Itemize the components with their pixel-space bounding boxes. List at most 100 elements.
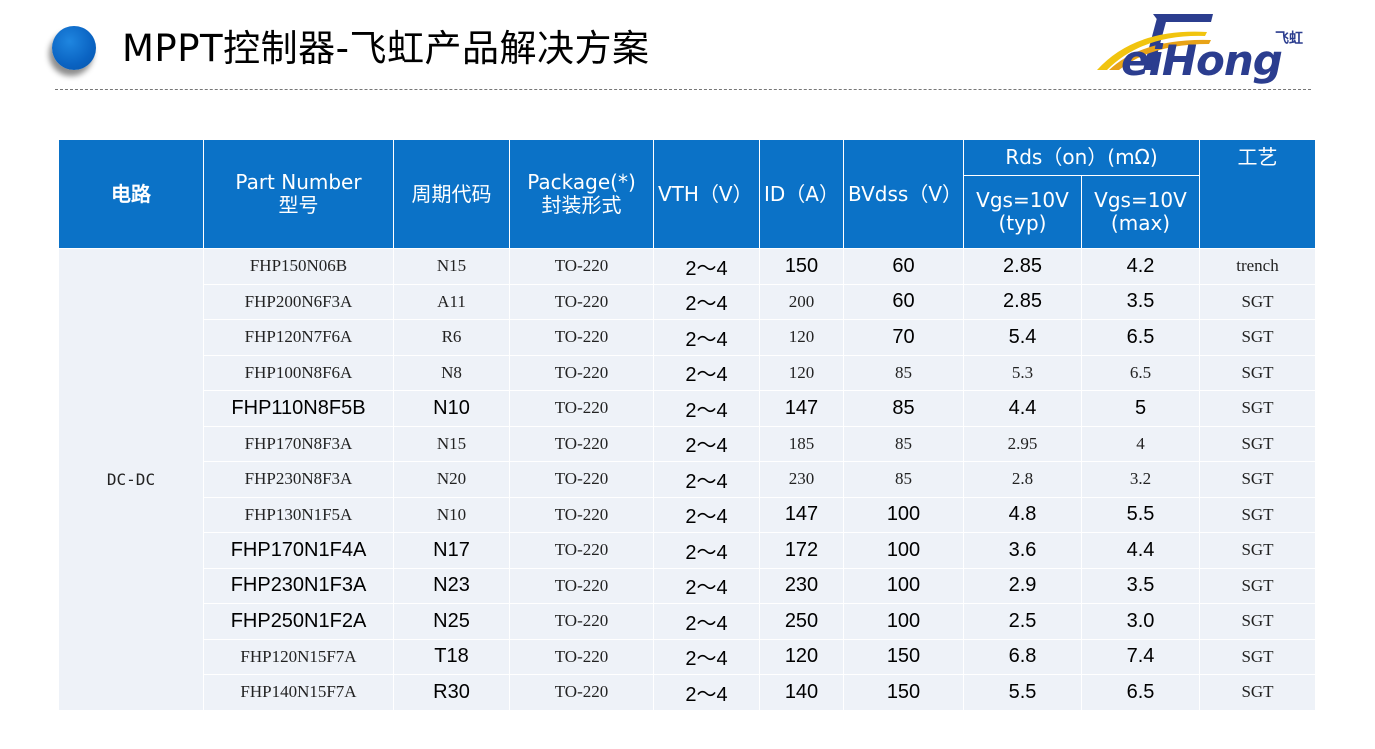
cell-code: A11 xyxy=(393,283,510,320)
product-spec-table: 电路 Part Number 型号 周期代码 Package(*) 封装形式 V… xyxy=(58,139,1316,711)
cell-code: R6 xyxy=(393,319,510,356)
cell-typ: 2.95 xyxy=(963,425,1082,462)
cell-part: FHP250N1F2A xyxy=(203,603,394,640)
cell-max: 4.2 xyxy=(1081,248,1200,285)
cell-typ: 4.4 xyxy=(963,390,1082,427)
cell-bvdss: 60 xyxy=(843,283,964,320)
cell-bvdss: 150 xyxy=(843,674,964,711)
cell-proc: SGT xyxy=(1199,319,1316,356)
cell-max: 6.5 xyxy=(1081,354,1200,391)
cell-part: FHP230N8F3A xyxy=(203,461,394,498)
header-process: 工艺 xyxy=(1199,139,1316,249)
cell-pkg: TO-220 xyxy=(509,461,654,498)
cell-bvdss: 85 xyxy=(843,425,964,462)
header-id: ID（A） xyxy=(759,139,844,249)
header-rds-typ: Vgs=10V (typ) xyxy=(963,175,1082,249)
cell-vth: 2～4 xyxy=(653,674,760,711)
cell-vth: 2～4 xyxy=(653,283,760,320)
cell-max: 5.5 xyxy=(1081,496,1200,533)
cell-bvdss: 100 xyxy=(843,532,964,569)
cell-vth: 2～4 xyxy=(653,532,760,569)
table-row: FHP140N15F7A R30 TO-220 2～4 140 150 5.5 6.5 SGT xyxy=(59,674,1316,711)
cell-code: N17 xyxy=(393,532,510,569)
cell-code: N10 xyxy=(393,496,510,533)
cell-bvdss: 85 xyxy=(843,390,964,427)
logo-english-text: eiHong xyxy=(1121,36,1283,85)
cell-id: 172 xyxy=(759,532,844,569)
cell-id: 250 xyxy=(759,603,844,640)
cell-vth: 2～4 xyxy=(653,603,760,640)
cell-max: 6.5 xyxy=(1081,674,1200,711)
header-bvdss: BVdss（V） xyxy=(843,139,964,249)
cell-vth: 2～4 xyxy=(653,248,760,285)
cell-id: 150 xyxy=(759,248,844,285)
cell-code: N25 xyxy=(393,603,510,640)
table-row: DC-DC FHP150N06B N15 TO-220 2～4 150 60 2.85 4.2 t… xyxy=(58,248,1316,711)
cell-part: FHP150N06B xyxy=(203,248,394,285)
table-row: FHP230N1F3A N23 TO-220 2～4 230 100 2.9 3.5 SGT xyxy=(59,567,1316,604)
cell-typ: 2.85 xyxy=(963,283,1082,320)
cell-max: 3.5 xyxy=(1081,567,1200,604)
header-period-code: 周期代码 xyxy=(393,139,510,249)
cell-max: 7.4 xyxy=(1081,638,1200,675)
cell-code: N8 xyxy=(393,354,510,391)
cell-max: 6.5 xyxy=(1081,319,1200,356)
cell-bvdss: 85 xyxy=(843,461,964,498)
cell-bvdss: 150 xyxy=(843,638,964,675)
cell-vth: 2～4 xyxy=(653,390,760,427)
cell-code: R30 xyxy=(393,674,510,711)
cell-part: FHP230N1F3A xyxy=(203,567,394,604)
cell-id: 147 xyxy=(759,390,844,427)
cell-pkg: TO-220 xyxy=(509,532,654,569)
circuit-cell: DC-DC xyxy=(58,248,204,711)
cell-pkg: TO-220 xyxy=(509,283,654,320)
title-divider xyxy=(55,89,1311,90)
header-circuit: 电路 xyxy=(58,139,204,249)
cell-proc: SGT xyxy=(1199,461,1316,498)
cell-pkg: TO-220 xyxy=(509,248,654,285)
cell-bvdss: 85 xyxy=(843,354,964,391)
header-rds-max: Vgs=10V (max) xyxy=(1081,175,1200,249)
cell-typ: 5.4 xyxy=(963,319,1082,356)
cell-typ: 6.8 xyxy=(963,638,1082,675)
cell-proc: SGT xyxy=(1199,603,1316,640)
cell-typ: 2.8 xyxy=(963,461,1082,498)
cell-proc: SGT xyxy=(1199,532,1316,569)
cell-max: 3.5 xyxy=(1081,283,1200,320)
cell-typ: 2.85 xyxy=(963,248,1082,285)
cell-pkg: TO-220 xyxy=(509,425,654,462)
cell-part: FHP200N6F3A xyxy=(203,283,394,320)
cell-id: 200 xyxy=(759,283,844,320)
cell-proc: SGT xyxy=(1199,638,1316,675)
cell-pkg: TO-220 xyxy=(509,496,654,533)
header-rds-on: Rds（on）(mΩ) xyxy=(963,139,1200,176)
cell-typ: 5.3 xyxy=(963,354,1082,391)
cell-typ: 2.9 xyxy=(963,567,1082,604)
cell-vth: 2～4 xyxy=(653,319,760,356)
logo-graphic xyxy=(1097,14,1213,70)
cell-typ: 5.5 xyxy=(963,674,1082,711)
cell-vth: 2～4 xyxy=(653,496,760,533)
cell-proc: SGT xyxy=(1199,567,1316,604)
cell-pkg: TO-220 xyxy=(509,319,654,356)
header-package: Package(*) 封装形式 xyxy=(509,139,654,249)
cell-proc: SGT xyxy=(1199,390,1316,427)
cell-max: 3.2 xyxy=(1081,461,1200,498)
cell-proc: SGT xyxy=(1199,496,1316,533)
cell-id: 120 xyxy=(759,354,844,391)
cell-vth: 2～4 xyxy=(653,354,760,391)
cell-vth: 2～4 xyxy=(653,425,760,462)
cell-bvdss: 100 xyxy=(843,496,964,533)
cell-pkg: TO-220 xyxy=(509,390,654,427)
cell-id: 120 xyxy=(759,638,844,675)
cell-vth: 2～4 xyxy=(653,638,760,675)
page-title: MPPT控制器-飞虹产品解决方案 xyxy=(122,27,650,70)
table-body: DC-DC FHP150N06B N15 TO-220 2～4 150 60 2.85 4.2 t… xyxy=(58,248,1316,711)
cell-vth: 2～4 xyxy=(653,461,760,498)
cell-typ: 4.8 xyxy=(963,496,1082,533)
cell-max: 4 xyxy=(1081,425,1200,462)
cell-proc: trench xyxy=(1199,248,1316,285)
cell-bvdss: 100 xyxy=(843,567,964,604)
cell-bvdss: 70 xyxy=(843,319,964,356)
cell-proc: SGT xyxy=(1199,283,1316,320)
